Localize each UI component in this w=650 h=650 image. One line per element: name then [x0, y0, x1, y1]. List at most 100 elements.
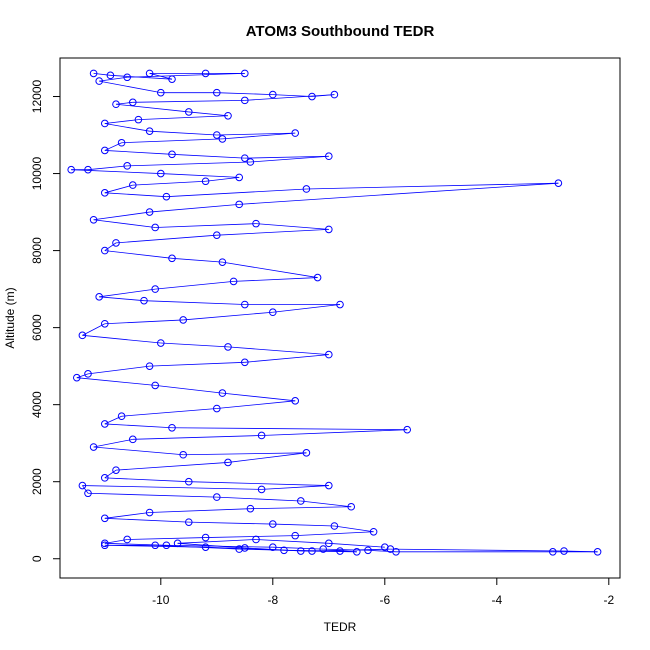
data-point [381, 543, 389, 551]
series-segment [216, 132, 296, 136]
data-point [112, 466, 120, 474]
series-segment [244, 155, 329, 159]
series-segment [227, 452, 307, 463]
series-segment [82, 334, 161, 344]
data-point [89, 215, 98, 224]
series-segment [104, 242, 117, 251]
series-segment [306, 182, 559, 190]
data-point [84, 165, 92, 174]
series-segment [104, 544, 206, 548]
series-segment [87, 365, 150, 375]
x-tick-label: -10 [152, 593, 170, 607]
data-point [84, 489, 92, 498]
series-segment [132, 435, 262, 440]
data-point [336, 547, 344, 555]
series-segment [149, 130, 217, 136]
data-point [302, 185, 311, 193]
data-point [101, 189, 109, 197]
y-axis-label: Altitude (m) [3, 287, 17, 348]
series-segment [104, 319, 184, 325]
series-segment [99, 80, 161, 94]
data-point [252, 535, 260, 544]
data-point [241, 154, 249, 162]
series-segment [93, 211, 150, 221]
data-point [235, 545, 243, 553]
data-point [129, 181, 137, 189]
data-point [101, 119, 109, 128]
series-segment [115, 462, 229, 471]
data-point [201, 69, 210, 78]
data-point [347, 502, 356, 511]
series-segment [300, 500, 352, 508]
data-point [325, 539, 333, 548]
series-segment [82, 485, 262, 490]
data-point [336, 300, 344, 309]
data-point [145, 69, 154, 78]
series-segment [104, 250, 173, 259]
data-point [112, 239, 120, 247]
data-point [246, 504, 255, 513]
data-point [241, 544, 249, 552]
data-point [201, 543, 210, 551]
series-segment [244, 547, 301, 552]
series-segment [188, 521, 273, 525]
data-point [269, 520, 277, 528]
series-segment [138, 115, 229, 121]
series-segment [334, 525, 374, 533]
x-axis: -10 -8 -6 -4 -2 [152, 578, 614, 607]
series-segment [155, 385, 223, 394]
data-point [319, 545, 328, 553]
data-point [168, 150, 176, 159]
data-point [201, 177, 210, 186]
data-point [218, 135, 227, 143]
series-segment [82, 485, 89, 494]
y-tick-label: 12000 [30, 80, 44, 114]
series-segment [171, 257, 223, 263]
data-point [369, 527, 378, 536]
series-segment [104, 142, 122, 151]
data-point [101, 319, 109, 328]
data-point [325, 225, 333, 234]
data-point [101, 420, 109, 428]
series-segment [183, 311, 273, 321]
series-segment [244, 354, 329, 363]
data-point [162, 192, 171, 201]
data-point [145, 208, 154, 216]
data-point [213, 404, 221, 413]
series-segment [188, 481, 329, 486]
data-point [78, 481, 87, 490]
y-axis: 0 2000 4000 6000 8000 10000 12000 [30, 80, 60, 562]
series-segment [367, 549, 397, 553]
data-point [302, 449, 311, 457]
data-point [67, 165, 75, 174]
data-point [213, 88, 221, 97]
series-segment [149, 361, 245, 367]
series-segment [93, 438, 133, 448]
series-segment [99, 296, 145, 302]
data-point [89, 443, 98, 451]
data-point [101, 541, 109, 550]
data-point [123, 73, 131, 82]
series-segment [115, 234, 217, 244]
series-segment [121, 408, 217, 417]
series-segment [104, 119, 139, 124]
data-point [291, 129, 300, 137]
data-point [117, 412, 126, 421]
series-segment [99, 76, 128, 82]
series-segment [132, 99, 245, 103]
y-tick-label: 2000 [30, 468, 44, 495]
series-segment [166, 188, 307, 198]
data-point [325, 350, 333, 359]
series-points [67, 69, 602, 556]
chart-title: ATOM3 Southbound TEDR [246, 23, 435, 40]
series-segment [563, 550, 598, 553]
data-point [145, 508, 154, 517]
y-tick-label: 8000 [30, 237, 44, 264]
data-point [73, 373, 81, 382]
x-tick-label: -8 [267, 593, 278, 607]
data-point [325, 152, 333, 161]
series-segment [127, 161, 251, 167]
data-point [241, 300, 249, 309]
data-point [151, 285, 159, 293]
y-tick-label: 6000 [30, 314, 44, 341]
